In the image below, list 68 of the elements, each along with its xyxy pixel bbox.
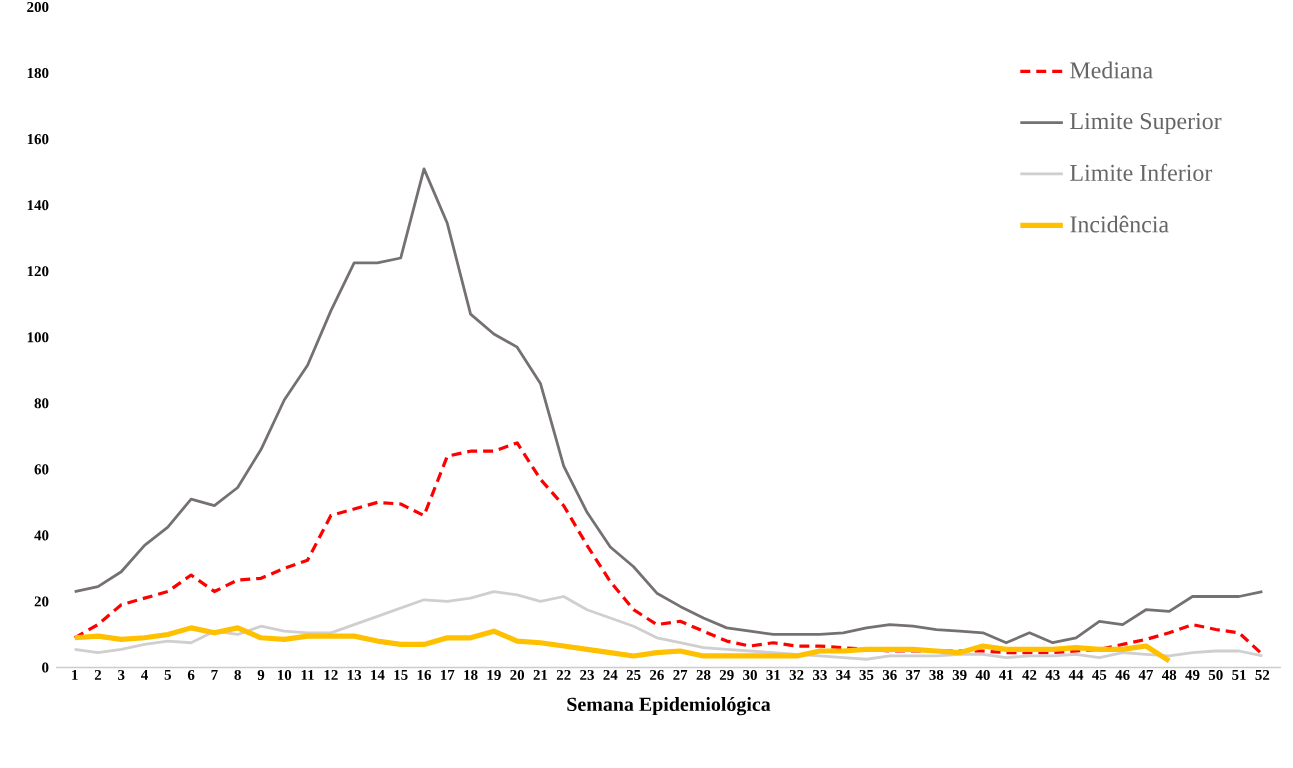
x-tick-label: 15 <box>394 670 408 681</box>
x-tick-label: 36 <box>882 670 897 681</box>
x-tick-label: 14 <box>371 670 385 680</box>
x-tick-label: 31 <box>766 670 781 681</box>
x-tick-label: 2 <box>94 670 102 680</box>
y-tick-label: 80 <box>34 398 49 409</box>
x-tick-label: 38 <box>929 670 944 681</box>
x-tick-label: 34 <box>836 670 851 681</box>
y-tick-label: 60 <box>34 464 49 475</box>
x-tick-label: 30 <box>743 670 757 681</box>
x-tick-label: 33 <box>812 670 827 681</box>
legend-label: Mediana <box>1070 61 1153 79</box>
x-tick-label: 44 <box>1068 670 1084 680</box>
x-tick-label: 19 <box>487 670 501 681</box>
y-tick-label: 180 <box>27 68 49 79</box>
x-tick-label: 13 <box>347 670 362 681</box>
x-tick-label: 4 <box>141 670 148 680</box>
x-tick-label: 39 <box>952 670 967 681</box>
x-tick-label: 24 <box>603 670 618 680</box>
x-tick-label: 11 <box>301 670 314 680</box>
y-tick-label: 160 <box>27 134 49 145</box>
x-tick-label: 6 <box>187 670 195 681</box>
x-tick-label: 52 <box>1255 670 1270 681</box>
legend-label: Limite Inferior <box>1070 164 1213 182</box>
x-tick-label: 16 <box>417 670 432 681</box>
x-tick-label: 3 <box>118 670 125 681</box>
y-tick-label: 20 <box>34 596 49 607</box>
x-tick-label: 7 <box>211 670 218 680</box>
x-tick-label: 35 <box>859 670 874 681</box>
x-tick-label: 42 <box>1022 670 1037 680</box>
x-tick-label: 21 <box>533 670 548 680</box>
legend-label: Limite Superior <box>1070 113 1222 135</box>
y-tick-label: 120 <box>27 266 49 277</box>
x-tick-label: 32 <box>789 670 804 681</box>
x-tick-label: 12 <box>324 670 338 680</box>
x-tick-label: 37 <box>906 670 921 681</box>
x-tick-label: 29 <box>719 670 734 681</box>
y-tick-label: 200 <box>27 2 49 13</box>
x-tick-label: 41 <box>998 670 1013 680</box>
x-tick-label: 23 <box>580 670 594 681</box>
y-tick-label: 100 <box>27 332 49 343</box>
x-tick-label: 8 <box>234 670 241 681</box>
x-tick-label: 26 <box>650 670 664 681</box>
legend-label: Incidência <box>1070 215 1169 233</box>
x-tick-label: 47 <box>1138 670 1154 680</box>
x-tick-label: 28 <box>696 670 711 681</box>
x-tick-label: 1 <box>72 670 78 680</box>
x-tick-label: 51 <box>1232 670 1246 681</box>
x-tick-label: 40 <box>975 670 990 681</box>
x-tick-label: 25 <box>626 670 641 681</box>
x-tick-label: 5 <box>164 670 172 681</box>
x-tick-label: 10 <box>277 670 292 681</box>
x-tick-label: 50 <box>1208 670 1223 681</box>
x-tick-label: 49 <box>1185 670 1200 681</box>
x-tick-label: 9 <box>257 670 265 681</box>
x-tick-label: 17 <box>441 670 455 680</box>
y-tick-label: 140 <box>27 200 49 211</box>
x-tick-label: 18 <box>464 670 478 681</box>
x-tick-label: 48 <box>1161 670 1177 681</box>
x-tick-label: 43 <box>1045 670 1060 681</box>
x-tick-label: 22 <box>556 670 571 680</box>
x-tick-label: 45 <box>1092 670 1107 681</box>
y-tick-label: 40 <box>34 530 49 541</box>
y-tick-label: 0 <box>42 662 49 673</box>
x-tick-label: 27 <box>673 670 688 680</box>
x-tick-label: 46 <box>1115 670 1130 681</box>
x-tick-label: 20 <box>510 670 525 681</box>
x-axis-title: Semana Epidemiológica <box>567 697 771 716</box>
